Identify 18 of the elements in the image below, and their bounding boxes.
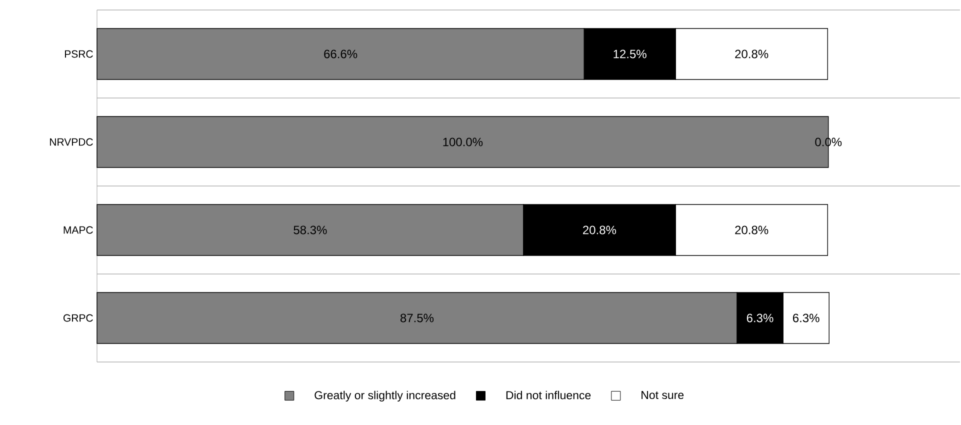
data-label: 0.0% xyxy=(815,138,842,146)
data-label: 20.8% xyxy=(735,50,768,58)
y-tick-label: GRPC xyxy=(64,314,93,322)
y-tick-label: MAPC xyxy=(64,226,93,234)
data-label: 58.3% xyxy=(294,226,327,234)
data-label: 6.3% xyxy=(746,314,774,322)
data-label: 20.8% xyxy=(583,226,616,234)
legend-label: Did not influence xyxy=(506,390,591,400)
data-label: 20.8% xyxy=(735,226,768,234)
legend-label: Not sure xyxy=(642,391,684,400)
data-label: 87.5% xyxy=(400,314,434,322)
y-tick-label: NRVPDC xyxy=(50,138,93,146)
data-label: 66.6% xyxy=(324,50,358,58)
data-label: 12.5% xyxy=(614,50,646,58)
data-label: 6.3% xyxy=(792,314,820,322)
data-label: 100.0% xyxy=(443,138,483,146)
legend-label: Greatly or slightly increased xyxy=(314,390,456,402)
y-tick-label: PSRC xyxy=(64,50,93,58)
